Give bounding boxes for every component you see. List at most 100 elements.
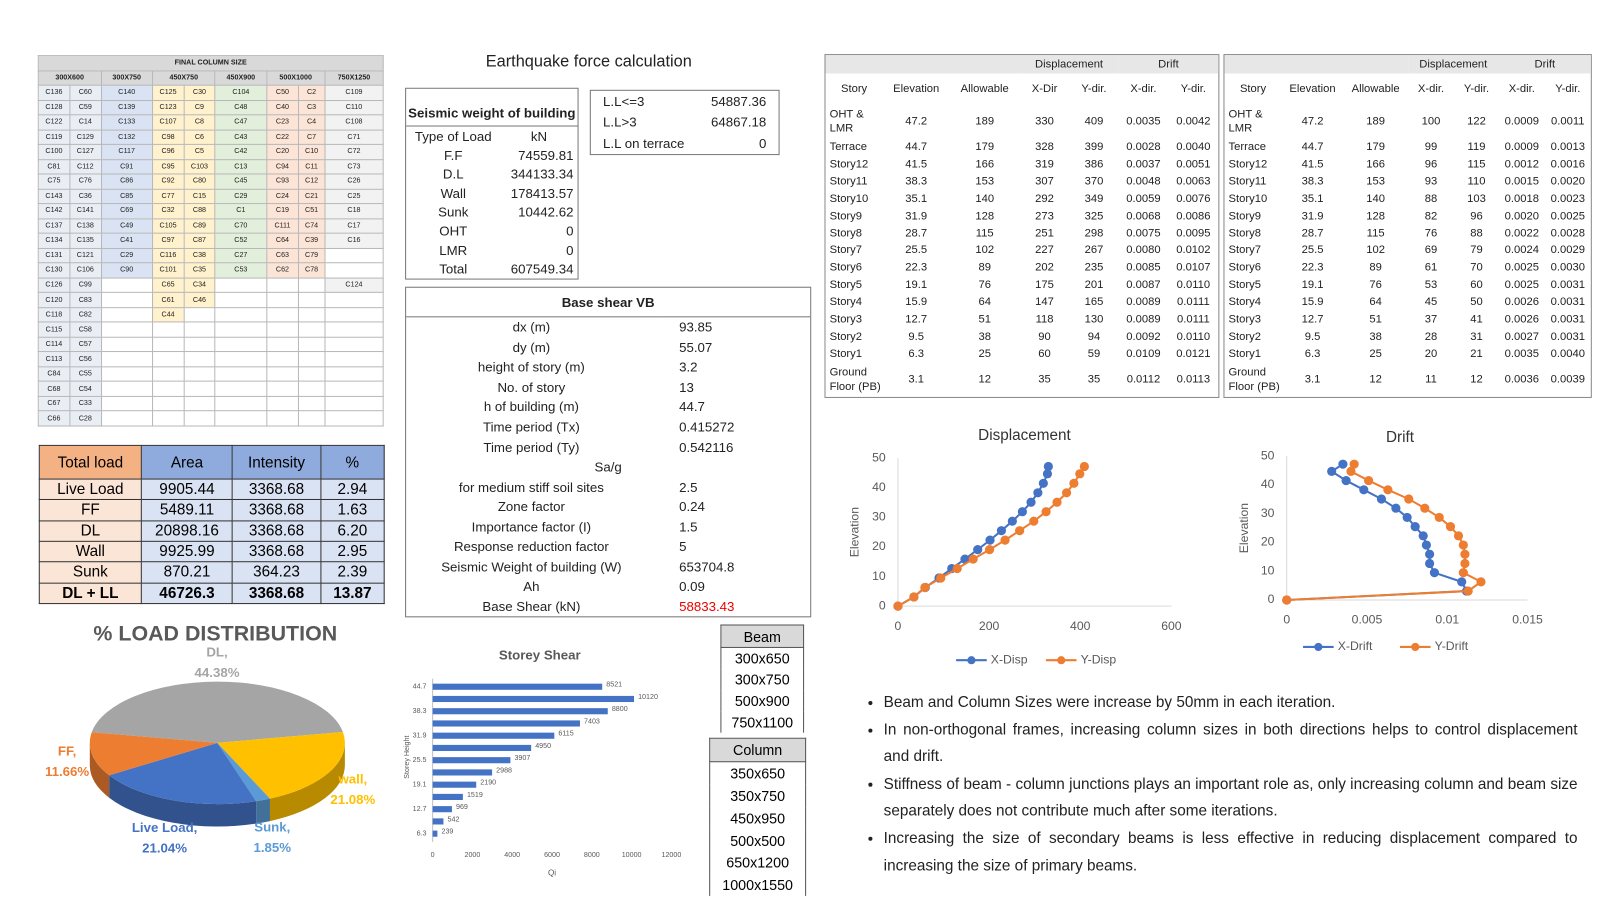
legend-marker [967,656,976,665]
table-cell: Terrace [1228,141,1266,154]
table-cell: C60 [69,84,102,101]
table: Total load Area Intensity% Live Load 9905.44… [38,444,385,605]
pie-slice [217,731,345,799]
data-label: 542 [448,815,460,823]
table-row: Story11 38.3 153 93 110 0.0015 0.0020 [1224,173,1590,190]
table-cell: 69 [1424,244,1438,257]
marker [968,554,978,564]
table-row: 300X600 300X750 450X750 450X900 500X1000 750X… [37,69,384,86]
table-cell [297,277,326,294]
bar [432,818,444,825]
table-cell: 0.0025 [1504,278,1539,292]
table-cell: Zone factor [497,499,565,515]
table-cell: 750X1250 [324,69,384,86]
table-cell: 19.1 [1301,278,1324,292]
table-cell: C106 [69,262,102,279]
table-row: Story12 41.5 166 96 115 0.0012 0.0016 [1224,156,1590,173]
table-cell [324,262,384,279]
table-cell: 0.0112 [1126,373,1161,386]
table-cell: 60 [1470,278,1483,292]
y-axis-label: Storey Height [403,736,411,779]
table-row: for medium stiff soil sites 2.5 [406,477,810,497]
table-cell: C35 [183,262,216,279]
table-cell: 44.7 [1301,141,1324,154]
table-cell: Story10 [829,192,869,205]
table-cell: Story5 [1228,278,1262,292]
bar [432,708,608,715]
table-cell: Story8 [1228,227,1262,240]
table-cell: 35 [1038,373,1051,386]
table-cell: 41 [1470,313,1483,326]
table-cell: Story11 [829,175,868,188]
table-cell [324,292,384,308]
table-cell: OHT & LMR [1228,108,1263,135]
table-cell: 10442.62 [518,204,574,220]
table-cell: 349 [1084,192,1104,205]
table-cell: 38 [978,330,991,343]
y-tick-label: 44.7 [413,683,427,691]
table-cell: 165 [1084,295,1104,309]
table-cell: C85 [100,188,153,205]
table-row: Ground Floor (PB) 3.1 12 35 35 0.0112 0.0113 [826,362,1219,397]
table-cell: 0.0015 [1504,175,1539,188]
list: Beam and Column Sizes were increase by 5… [843,690,1578,880]
table-cell: Story8 [829,227,863,240]
table-cell: Base shear VB [406,287,811,318]
table-cell: 500x900 [720,690,805,712]
table-cell: C123 [151,99,185,116]
table-row: Story4 15.9 64 147 165 0.0089 0.0111 [826,293,1219,310]
table-cell: 9.5 [1304,330,1321,343]
marker [1282,595,1292,605]
table-cell: 102 [975,244,995,257]
table-row: dx (m) 93.85 [406,317,810,338]
table-row: Story3 12.7 51 118 130 0.0089 0.0111 [826,311,1219,328]
y-tick-label: 20 [1261,535,1275,549]
table-cell: C30 [183,84,216,101]
table-cell: 15.9 [1301,295,1324,309]
table-cell: 2.95 [320,540,385,563]
table-cell: 115 [1467,158,1486,171]
x-tick-label: 4000 [504,851,520,859]
marker [1042,469,1053,479]
table-row: L.L>3 64867.18 [591,112,779,133]
y-tick-label: 25.5 [413,756,427,764]
table-cell: C79 [297,247,326,264]
table-cell: C108 [324,114,384,131]
table-cell: 0.0089 [1126,313,1161,326]
x-axis-label: Qi [548,869,556,878]
table-cell: 0.0039 [1550,373,1585,386]
table-row: h of building (m) 44.7 [406,397,810,417]
table-cell: 0.0031 [1550,295,1585,309]
marker [1069,478,1079,488]
table-cell [100,380,153,397]
bar [432,793,463,800]
table-cell: C13 [214,158,268,175]
table-row: Base shear VB [406,287,811,318]
marker [1327,466,1337,476]
table-cell: Importance factor (I) [471,518,592,535]
pie-value-label: 21.08% [330,792,375,807]
table-cell: 130 [1084,313,1104,326]
table-cell: L.L on terrace [603,135,685,152]
table-cell: 273 [1035,209,1054,223]
table-cell: 28.7 [1301,227,1324,240]
table-row: Sa/g [406,457,810,477]
table-cell: C81 [37,158,71,175]
table-cell: 6.3 [908,347,925,360]
table-cell: 0.0026 [1504,295,1539,309]
table-cell: C25 [324,188,384,205]
table-cell: 5 [679,538,687,555]
y-tick-label: 50 [872,450,886,464]
data-label: 1519 [467,791,483,799]
table-cell: C129 [69,129,102,145]
drift-table: Displacement Drift Story Elevation Allowable… [1223,54,1592,398]
table-cell: 2.39 [320,561,385,584]
marker [1041,507,1051,517]
table-cell: C66 [37,410,71,427]
table-cell: 59 [1087,347,1101,360]
y-tick-label: 38.3 [413,707,427,715]
table-cell: 93.85 [679,319,713,336]
table-cell: Story6 [829,261,863,274]
table-cell: C76 [69,173,102,190]
marker [1341,475,1351,486]
